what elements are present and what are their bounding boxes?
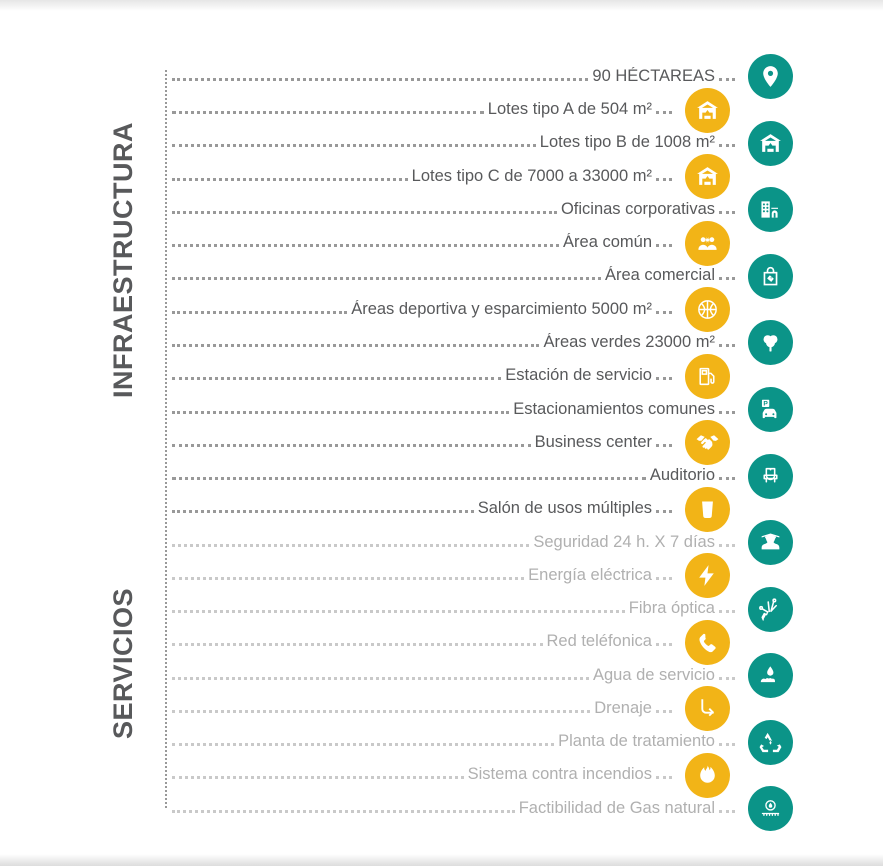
svg-text:P: P xyxy=(763,401,768,408)
